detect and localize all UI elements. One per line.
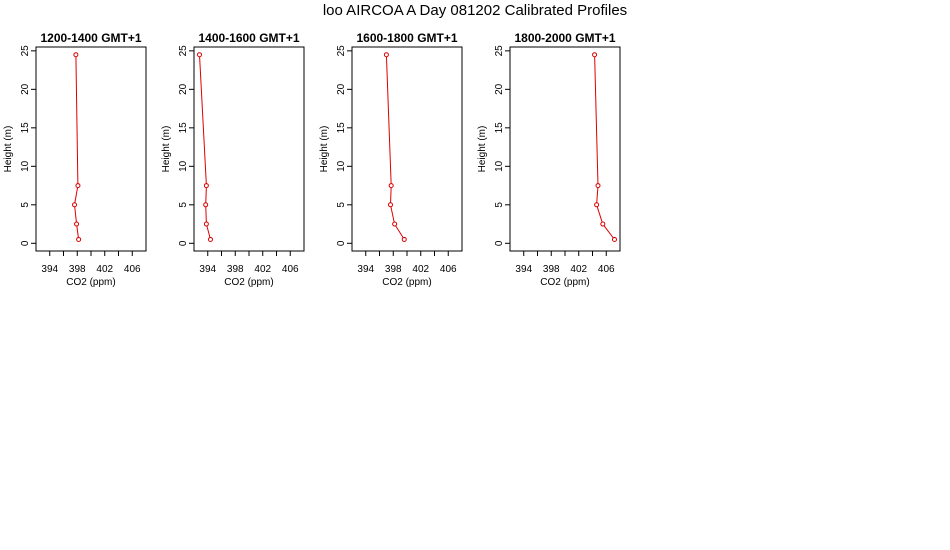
profile-line (385, 54, 405, 240)
chart-panel: 1400-1600 GMT+1 394 398 402 406 CO2 (ppm) 0 5 10… (161, 31, 305, 288)
data-point (383, 52, 389, 58)
plot-frame (193, 46, 305, 252)
y-tick-label: 0 (494, 240, 505, 246)
profile-line (199, 54, 211, 240)
y-tick-label: 10 (336, 160, 347, 172)
x-axis-label: CO2 (ppm) (540, 277, 589, 288)
plot-frame (351, 46, 463, 252)
y-axis-label: Height (m) (161, 126, 172, 173)
x-tick-label: 402 (570, 264, 587, 275)
profile-line (73, 54, 80, 240)
data-point (73, 52, 79, 58)
data-point (401, 236, 407, 242)
x-tick-label: 394 (357, 264, 374, 275)
y-tick-label: 0 (178, 240, 189, 246)
data-point (75, 183, 81, 189)
panel-title: 1600-1800 GMT+1 (356, 31, 457, 45)
data-point (197, 52, 202, 58)
y-tick-label: 25 (336, 45, 347, 57)
x-tick-label: 402 (254, 264, 271, 275)
y-tick-label: 15 (20, 122, 31, 134)
y-tick-label: 10 (178, 160, 189, 172)
y-tick-label: 10 (20, 160, 31, 172)
page-title: loo AIRCOA A Day 081202 Calibrated Profi… (322, 2, 628, 19)
y-tick-label: 20 (20, 83, 31, 95)
data-point (203, 202, 209, 208)
y-tick-label: 20 (178, 83, 189, 95)
data-point (595, 183, 601, 189)
y-tick-label: 0 (20, 240, 31, 246)
y-tick-label: 5 (336, 202, 347, 208)
x-tick-label: 398 (543, 264, 560, 275)
panel-title: 1200-1400 GMT+1 (40, 31, 141, 45)
data-point (600, 221, 606, 227)
data-point (203, 221, 209, 227)
data-point (74, 221, 80, 227)
y-tick-label: 20 (494, 83, 505, 95)
y-axis-label: Height (m) (3, 126, 14, 173)
y-tick-label: 25 (20, 45, 31, 57)
data-point (612, 236, 617, 242)
x-tick-label: 406 (282, 264, 299, 275)
x-tick-label: 402 (412, 264, 429, 275)
chart-panel: 1600-1800 GMT+1 394 398 402 406 CO2 (ppm) 0 5 10… (319, 31, 463, 288)
y-tick-label: 15 (494, 122, 505, 134)
y-tick-label: 5 (494, 202, 505, 208)
data-point (594, 202, 600, 208)
data-point (208, 236, 213, 242)
profile-line (594, 54, 615, 240)
y-tick-label: 25 (178, 45, 189, 57)
x-tick-label: 394 (515, 264, 532, 275)
x-tick-label: 402 (96, 264, 113, 275)
y-tick-label: 20 (336, 83, 347, 95)
y-axis-label: Height (m) (319, 126, 330, 173)
y-tick-label: 5 (20, 202, 31, 208)
panel-title: 1800-2000 GMT+1 (514, 31, 615, 45)
x-tick-label: 406 (598, 264, 615, 275)
data-point (592, 52, 598, 58)
y-tick-label: 15 (336, 122, 347, 134)
x-axis-label: CO2 (ppm) (66, 277, 115, 288)
y-axis-label: Height (m) (477, 126, 488, 173)
data-point (203, 183, 209, 189)
data-point (392, 221, 398, 227)
data-point (388, 202, 393, 208)
panel-title: 1400-1600 GMT+1 (198, 31, 299, 45)
x-tick-label: 394 (199, 264, 216, 275)
data-point (76, 236, 82, 242)
y-tick-label: 25 (494, 45, 505, 57)
plot-frame (35, 46, 147, 252)
x-axis-label: CO2 (ppm) (224, 277, 273, 288)
plot-frame (509, 46, 621, 252)
data-point (72, 202, 77, 208)
y-tick-label: 10 (494, 160, 505, 172)
data-point (388, 183, 394, 189)
x-tick-label: 406 (124, 264, 141, 275)
x-tick-label: 394 (41, 264, 58, 275)
chart-panel: 1200-1400 GMT+1 394 398 402 406 CO2 (ppm) 0 5 10… (3, 31, 147, 288)
x-tick-label: 398 (385, 264, 402, 275)
y-tick-label: 0 (336, 240, 347, 246)
chart-panel: 1800-2000 GMT+1 394 398 402 406 CO2 (ppm) 0 5 10… (477, 31, 621, 288)
y-tick-label: 5 (178, 202, 189, 208)
x-axis-label: CO2 (ppm) (382, 277, 431, 288)
y-tick-label: 15 (178, 122, 189, 134)
x-tick-label: 406 (440, 264, 457, 275)
x-tick-label: 398 (69, 264, 86, 275)
x-tick-label: 398 (227, 264, 244, 275)
